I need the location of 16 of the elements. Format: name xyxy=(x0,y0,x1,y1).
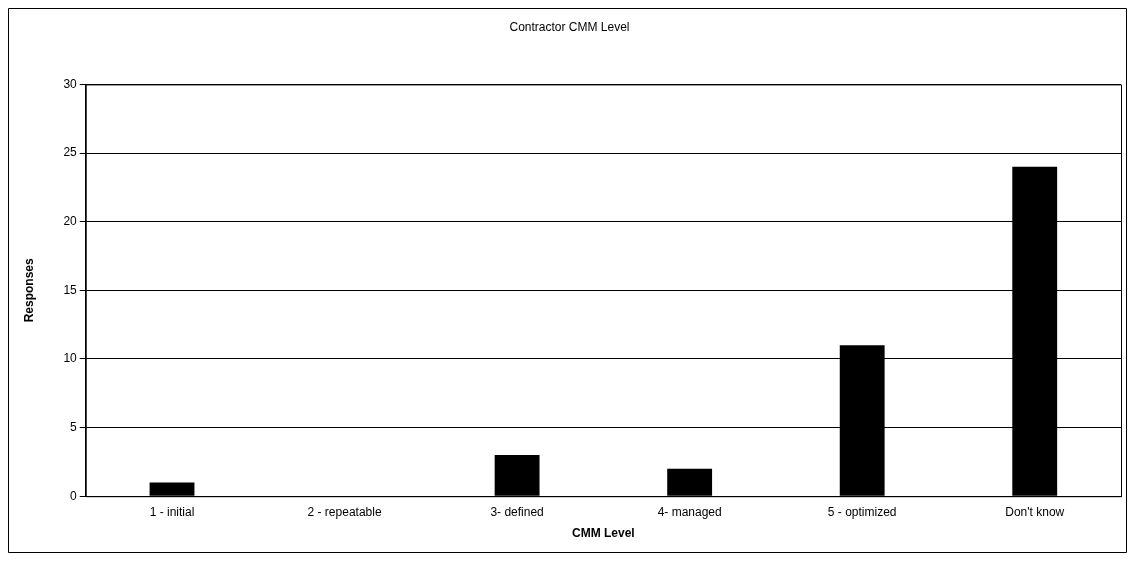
x-tick-label: 3- defined xyxy=(490,504,544,519)
x-tick-label: Don't know xyxy=(1005,504,1065,519)
x-tick-label: 4- managed xyxy=(657,504,722,519)
x-tick-label: 2 - repeatable xyxy=(307,504,382,519)
y-tick-label: 25 xyxy=(63,145,78,160)
x-tick-label: 5 - optimized xyxy=(827,504,897,519)
x-tick-label: 1 - initial xyxy=(149,504,195,519)
y-tick-label: 30 xyxy=(63,76,78,91)
x-axis-title: CMM Level xyxy=(572,526,635,541)
y-tick-label: 10 xyxy=(63,351,78,366)
chart-title: Contractor CMM Level xyxy=(509,19,630,34)
y-tick-label: 0 xyxy=(70,488,78,503)
y-tick-label: 15 xyxy=(63,282,78,297)
y-axis-title: Responses xyxy=(21,257,36,323)
y-tick-label: 5 xyxy=(70,419,78,434)
y-tick-label: 20 xyxy=(63,213,78,228)
